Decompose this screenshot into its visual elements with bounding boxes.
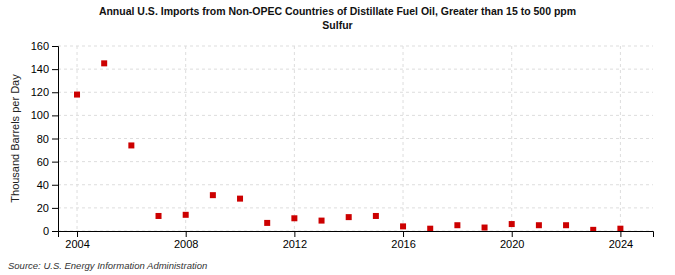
- y-tick-mark: [52, 115, 58, 116]
- point: [427, 226, 433, 231]
- x-tick-mark: [403, 231, 404, 237]
- chart-svg: 2004 2008 2012 2016 2020 2024 0 20 40 60 80 100 120 1…: [0, 0, 675, 275]
- grid-line-y: [58, 115, 653, 116]
- point: [183, 212, 189, 218]
- y-tick-label: 40: [37, 179, 49, 191]
- grid-line-y: [58, 184, 653, 185]
- y-tick-mark: [52, 46, 58, 47]
- point: [237, 196, 243, 202]
- x-tick: 2020: [500, 231, 524, 250]
- x-tick-mark: [512, 231, 513, 237]
- point: [291, 215, 297, 221]
- x-tick-mark: [620, 231, 621, 237]
- grid-line-x: [620, 46, 621, 231]
- chart-container: 2004 2008 2012 2016 2020 2024 0 20 40 60 80 100 120 1…: [0, 0, 675, 275]
- y-tick-label: 80: [37, 133, 49, 145]
- y-tick-label: 120: [31, 86, 49, 98]
- grid-line-y: [58, 161, 653, 162]
- y-axis-line: [52, 47, 59, 232]
- marks: [74, 60, 623, 231]
- y-tick-label: 160: [31, 40, 49, 52]
- grid-line-y: [58, 207, 653, 208]
- y-tick-mark: [52, 139, 58, 140]
- x-tick-mark: [77, 231, 78, 237]
- point: [454, 222, 460, 228]
- point: [536, 222, 542, 228]
- y-tick-label: 140: [31, 63, 49, 75]
- x-tick-label: 2020: [500, 238, 524, 250]
- point: [101, 60, 107, 66]
- point: [482, 225, 488, 231]
- y-tick: 40: [37, 179, 58, 191]
- y-tick-label: 60: [37, 156, 49, 168]
- y-tick-mark: [52, 185, 58, 186]
- y-tick-label: 0: [43, 225, 49, 237]
- point: [319, 218, 325, 224]
- x-tick-label: 2008: [174, 238, 198, 250]
- grid-line-y: [58, 69, 653, 70]
- y-tick: 20: [37, 202, 58, 214]
- chart-title-line: Annual U.S. Imports from Non-OPEC Countr…: [99, 5, 576, 17]
- x-tick-label: 2024: [609, 238, 633, 250]
- x-tick: 2012: [283, 231, 307, 250]
- point: [264, 220, 270, 226]
- x-tick: 2016: [391, 231, 415, 250]
- y-tick: 80: [37, 133, 58, 145]
- x-axis: 2004 2008 2012 2016 2020 2024: [59, 231, 654, 250]
- x-tick: 2004: [65, 231, 89, 250]
- y-tick-mark: [52, 92, 58, 93]
- x-tick-mark: [294, 231, 295, 237]
- y-tick-mark: [52, 69, 58, 70]
- y-tick: 60: [37, 156, 58, 168]
- point: [563, 222, 569, 228]
- grid-line-y: [58, 46, 653, 47]
- x-tick-mark: [186, 231, 187, 237]
- point: [128, 142, 134, 148]
- point: [373, 213, 379, 219]
- y-tick-mark: [52, 231, 58, 232]
- x-tick-label: 2016: [391, 238, 415, 250]
- point: [400, 223, 406, 229]
- grid: [58, 46, 653, 231]
- point: [210, 192, 216, 198]
- y-tick-mark: [52, 162, 58, 163]
- source-note: Source: U.S. Energy Information Administ…: [8, 260, 207, 271]
- y-tick: 120: [31, 86, 58, 98]
- x-tick-label: 2012: [283, 238, 307, 250]
- y-tick: 160: [31, 40, 58, 52]
- grid-line-y: [58, 92, 653, 93]
- point: [617, 226, 623, 231]
- point: [509, 221, 515, 227]
- x-tick: 2024: [609, 231, 633, 250]
- y-tick: 140: [31, 63, 58, 75]
- grid-line-y: [58, 138, 653, 139]
- y-tick: 0: [43, 225, 58, 237]
- point: [156, 213, 162, 219]
- point: [346, 214, 352, 220]
- grid-line-x: [511, 46, 512, 231]
- y-tick-mark: [52, 208, 58, 209]
- y-tick-label: 100: [31, 109, 49, 121]
- chart-title-line: Sulfur: [322, 19, 352, 31]
- x-axis-line: [59, 232, 654, 238]
- y-axis-title: Thousand Barrels per Day: [9, 74, 21, 203]
- y-axis: 0 20 40 60 80 100 120 140 160: [31, 40, 59, 237]
- point: [74, 92, 80, 98]
- plot-area: 2004 2008 2012 2016 2020 2024 0 20 40 60 80 100 120 1…: [31, 40, 654, 250]
- y-tick: 100: [31, 109, 58, 121]
- point: [590, 227, 596, 231]
- chart-title: Annual U.S. Imports from Non-OPEC Countr…: [99, 5, 576, 31]
- x-tick-label: 2004: [65, 238, 89, 250]
- x-tick: 2008: [174, 231, 198, 250]
- y-tick-label: 20: [37, 202, 49, 214]
